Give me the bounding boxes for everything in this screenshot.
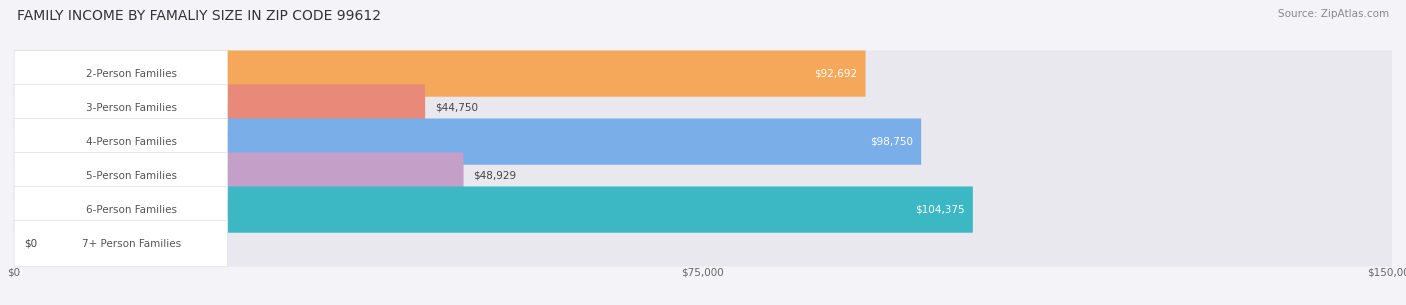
Text: $104,375: $104,375 [915,205,965,215]
Text: 6-Person Families: 6-Person Families [86,205,177,215]
FancyBboxPatch shape [14,152,464,199]
FancyBboxPatch shape [14,118,228,165]
Text: $0: $0 [24,239,37,249]
FancyBboxPatch shape [14,186,1392,233]
FancyBboxPatch shape [14,51,1392,97]
FancyBboxPatch shape [14,84,228,131]
FancyBboxPatch shape [14,152,228,199]
FancyBboxPatch shape [14,186,973,233]
Text: 4-Person Families: 4-Person Families [86,137,177,147]
FancyBboxPatch shape [14,186,228,233]
Text: FAMILY INCOME BY FAMALIY SIZE IN ZIP CODE 99612: FAMILY INCOME BY FAMALIY SIZE IN ZIP COD… [17,9,381,23]
Text: 5-Person Families: 5-Person Families [86,170,177,181]
FancyBboxPatch shape [14,221,228,267]
FancyBboxPatch shape [14,51,866,97]
Text: 2-Person Families: 2-Person Families [86,69,177,79]
Text: $48,929: $48,929 [474,170,516,181]
FancyBboxPatch shape [14,118,1392,165]
FancyBboxPatch shape [14,152,1392,199]
Text: Source: ZipAtlas.com: Source: ZipAtlas.com [1278,9,1389,19]
FancyBboxPatch shape [14,51,228,97]
FancyBboxPatch shape [14,84,425,131]
Text: $44,750: $44,750 [434,102,478,113]
FancyBboxPatch shape [14,84,1392,131]
Text: $98,750: $98,750 [870,137,912,147]
Text: 7+ Person Families: 7+ Person Families [82,239,181,249]
Text: 3-Person Families: 3-Person Families [86,102,177,113]
FancyBboxPatch shape [14,221,1392,267]
FancyBboxPatch shape [14,118,921,165]
Text: $92,692: $92,692 [814,69,858,79]
